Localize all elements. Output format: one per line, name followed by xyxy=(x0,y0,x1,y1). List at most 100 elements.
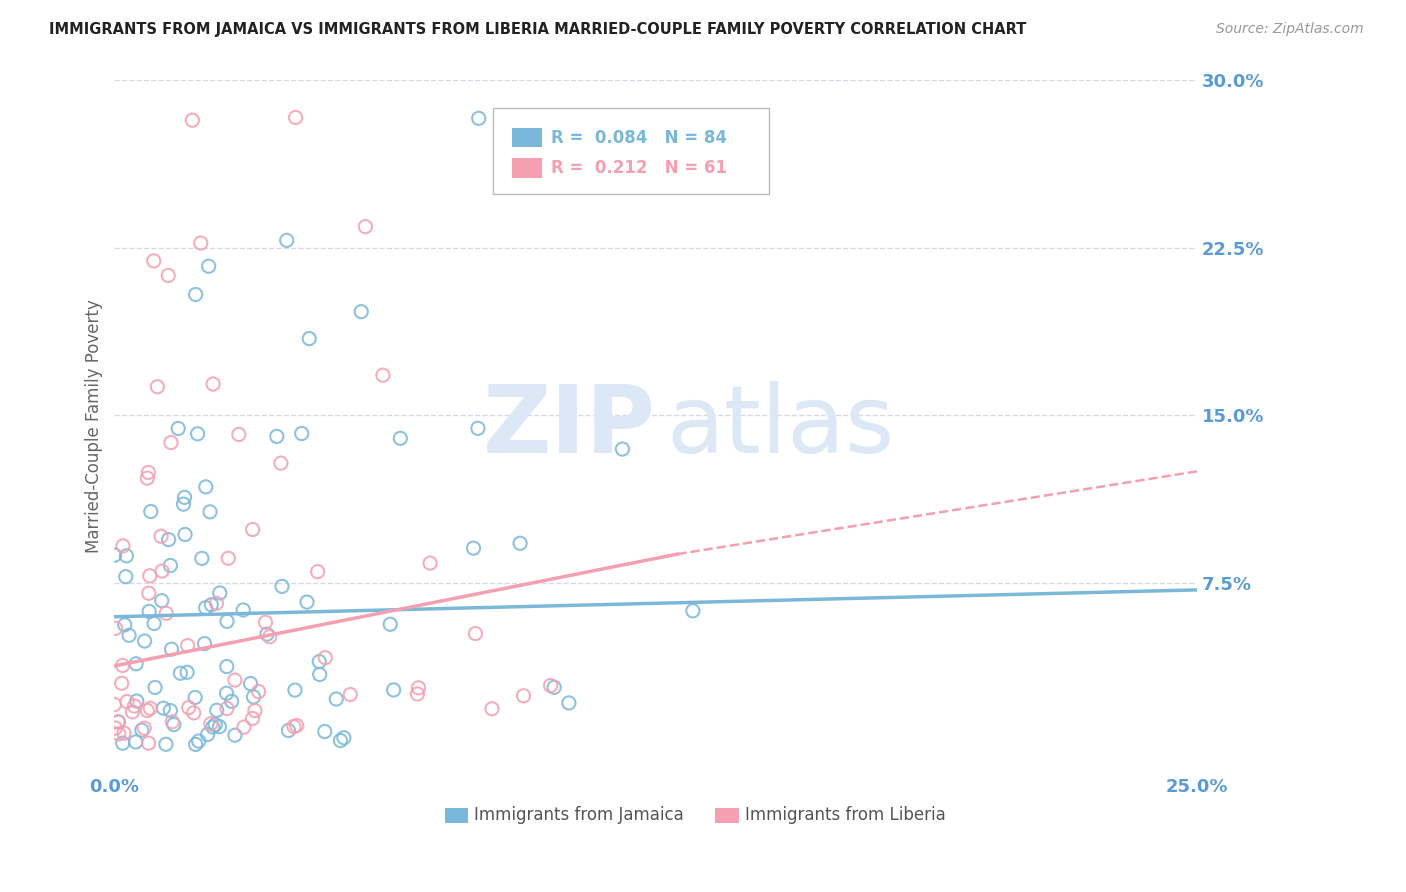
Point xyxy=(118,628,141,642)
Point xyxy=(107,714,129,729)
Point xyxy=(283,720,305,734)
Point xyxy=(181,113,204,128)
Point xyxy=(104,548,127,562)
Point xyxy=(247,684,270,698)
Point xyxy=(406,687,429,701)
Point xyxy=(138,604,160,618)
Point xyxy=(112,726,135,740)
Point xyxy=(233,720,256,734)
Point xyxy=(162,714,184,729)
Point xyxy=(242,523,264,537)
Point xyxy=(200,598,222,612)
Point xyxy=(284,111,307,125)
Point xyxy=(194,600,217,615)
Point xyxy=(215,659,238,673)
Point xyxy=(134,721,156,735)
Point xyxy=(198,505,221,519)
Point xyxy=(142,253,165,268)
Point xyxy=(242,690,264,704)
Point xyxy=(307,565,329,579)
Point xyxy=(155,607,177,621)
Point xyxy=(107,727,129,741)
Point xyxy=(183,706,205,720)
Point xyxy=(276,233,298,247)
Text: R =  0.212   N = 61: R = 0.212 N = 61 xyxy=(551,159,727,177)
Point xyxy=(217,551,239,566)
Point xyxy=(481,702,503,716)
Point xyxy=(266,429,288,443)
Point xyxy=(371,368,394,383)
Point xyxy=(540,679,562,693)
Point xyxy=(467,112,489,126)
Point xyxy=(215,615,238,629)
Point xyxy=(232,603,254,617)
Point xyxy=(184,738,207,752)
Point xyxy=(139,504,162,518)
Point xyxy=(103,698,125,712)
FancyBboxPatch shape xyxy=(512,128,543,147)
Point xyxy=(177,700,200,714)
Point xyxy=(157,268,180,283)
Point xyxy=(228,427,250,442)
Point xyxy=(191,551,214,566)
Point xyxy=(150,529,173,543)
Point xyxy=(463,541,485,556)
Point xyxy=(184,287,207,301)
Point xyxy=(350,304,373,318)
Point xyxy=(682,604,704,618)
Point xyxy=(138,466,160,480)
Text: ZIP: ZIP xyxy=(482,381,655,473)
Point xyxy=(314,724,336,739)
Point xyxy=(242,711,264,725)
Point xyxy=(139,701,162,715)
Point xyxy=(224,728,246,742)
Point xyxy=(138,586,160,600)
Point xyxy=(256,627,278,641)
Point xyxy=(201,720,224,734)
Point xyxy=(115,694,138,708)
Point xyxy=(243,704,266,718)
Point xyxy=(325,692,347,706)
Point xyxy=(143,681,166,695)
Point xyxy=(143,616,166,631)
Point xyxy=(295,595,318,609)
Point xyxy=(298,332,321,346)
Point xyxy=(157,533,180,547)
Point xyxy=(389,431,412,445)
Point xyxy=(215,686,238,700)
Point xyxy=(111,539,134,553)
Point xyxy=(136,704,159,718)
Point xyxy=(239,676,262,690)
Point xyxy=(205,703,228,717)
Point xyxy=(208,586,231,600)
Point xyxy=(104,721,127,735)
Point xyxy=(155,737,177,751)
Point xyxy=(354,219,377,234)
Point xyxy=(121,705,143,719)
Point xyxy=(197,259,219,273)
Point xyxy=(193,637,215,651)
Point xyxy=(173,491,195,505)
Point xyxy=(159,558,181,573)
Point xyxy=(200,716,222,731)
Point xyxy=(277,723,299,738)
Point xyxy=(150,564,173,578)
Point xyxy=(107,714,129,729)
Point xyxy=(271,579,294,593)
Text: Source: ZipAtlas.com: Source: ZipAtlas.com xyxy=(1216,22,1364,37)
Point xyxy=(176,665,198,680)
Point xyxy=(159,704,181,718)
Point xyxy=(134,634,156,648)
Point xyxy=(172,497,194,511)
Point xyxy=(408,681,430,695)
Point xyxy=(612,442,634,456)
Point xyxy=(152,701,174,715)
Point xyxy=(224,673,246,687)
Point xyxy=(115,549,138,563)
Point xyxy=(509,536,531,550)
Point xyxy=(512,689,534,703)
Point xyxy=(184,690,207,705)
Point xyxy=(187,734,209,748)
Point xyxy=(419,556,441,570)
Point xyxy=(215,701,238,715)
